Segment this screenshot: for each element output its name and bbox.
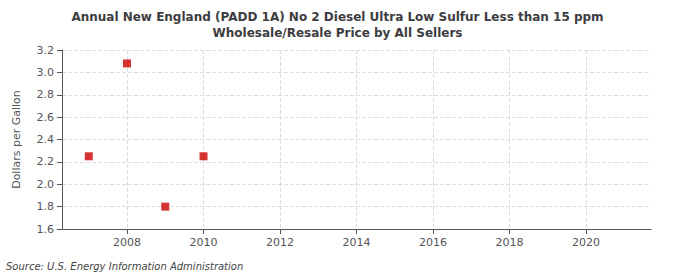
- svg-text:2020: 2020: [572, 236, 600, 249]
- svg-text:1.6: 1.6: [37, 223, 55, 236]
- svg-text:Wholesale/Resale Price by All: Wholesale/Resale Price by All Sellers: [213, 26, 463, 40]
- svg-text:2.2: 2.2: [37, 155, 55, 168]
- svg-text:2.6: 2.6: [37, 111, 55, 124]
- svg-text:2010: 2010: [190, 236, 218, 249]
- svg-text:1.8: 1.8: [37, 200, 55, 213]
- svg-text:Source: U.S. Energy Informatio: Source: U.S. Energy Information Administ…: [6, 261, 243, 272]
- svg-text:2.4: 2.4: [37, 133, 55, 146]
- svg-text:2018: 2018: [495, 236, 523, 249]
- svg-text:3.2: 3.2: [37, 44, 55, 57]
- svg-text:2.0: 2.0: [37, 178, 55, 191]
- svg-text:2008: 2008: [113, 236, 141, 249]
- svg-text:2.8: 2.8: [37, 88, 55, 101]
- svg-text:2012: 2012: [266, 236, 294, 249]
- svg-text:Dollars per Gallon: Dollars per Gallon: [10, 90, 23, 189]
- svg-text:2014: 2014: [343, 236, 371, 249]
- svg-text:2016: 2016: [419, 236, 447, 249]
- svg-text:Annual New England (PADD 1A) N: Annual New England (PADD 1A) No 2 Diesel…: [71, 10, 603, 24]
- svg-text:3.0: 3.0: [37, 66, 55, 79]
